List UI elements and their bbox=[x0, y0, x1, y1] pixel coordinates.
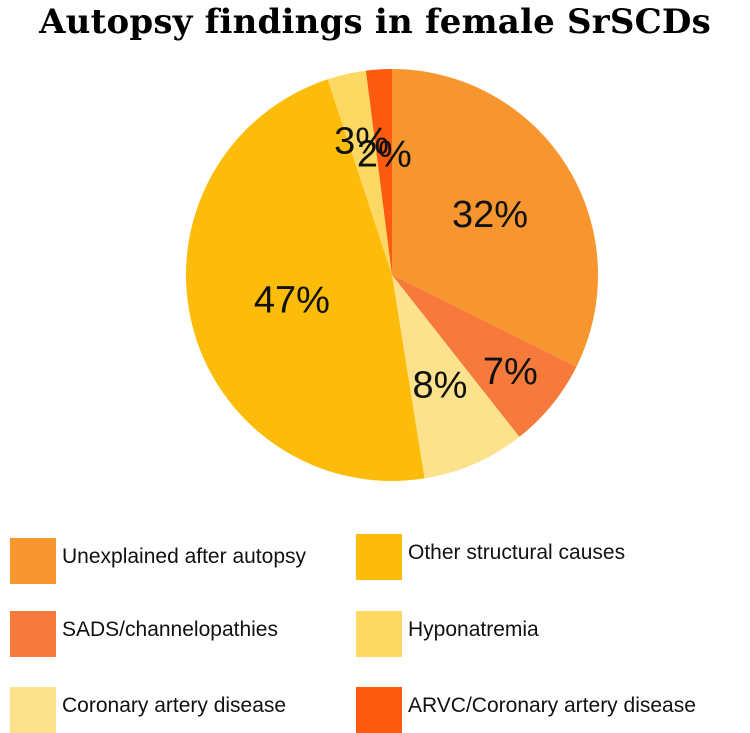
legend-label: Coronary artery disease bbox=[62, 694, 287, 717]
legend-swatch bbox=[10, 538, 56, 584]
pie-slice-unexplained-after-autopsy bbox=[392, 69, 598, 367]
pie-slice-arvc-coronary-artery-disease bbox=[365, 69, 392, 275]
legend-label: Other structural causes bbox=[408, 541, 626, 564]
legend-swatch bbox=[10, 687, 56, 733]
legend-label: Unexplained after autopsy bbox=[62, 545, 306, 568]
legend-swatch bbox=[356, 611, 402, 657]
pie-label: 2% bbox=[357, 134, 412, 176]
pie-label: 47% bbox=[254, 279, 330, 321]
chart-title: Autopsy findings in female SrSCDs bbox=[39, 2, 711, 42]
legend-label: Hyponatremia bbox=[408, 618, 539, 641]
pie-slice-coronary-artery-disease bbox=[392, 275, 520, 479]
legend: Unexplained after autopsy Other structur… bbox=[0, 520, 750, 733]
pie-label: 3% bbox=[334, 120, 389, 162]
legend-swatch bbox=[10, 611, 56, 657]
legend-label: ARVC/Coronary artery disease bbox=[408, 694, 696, 717]
legend-swatch bbox=[356, 534, 402, 580]
pie-label: 32% bbox=[452, 194, 528, 236]
pie-slice-hyponatremia bbox=[327, 70, 392, 275]
pie-slices bbox=[185, 69, 598, 482]
pie-slice-other-structural-causes bbox=[185, 79, 425, 482]
legend-label: SADS/channelopathies bbox=[62, 618, 278, 641]
pie-label: 8% bbox=[412, 364, 467, 406]
pie-label: 7% bbox=[483, 351, 538, 393]
pie-slice-sads-channelopathies bbox=[392, 275, 577, 437]
legend-swatch bbox=[356, 687, 402, 733]
pie-chart: 32% 7% 8% 47% 3%2% bbox=[185, 69, 598, 482]
pie-labels: 32% 7% 8% 47% 3%2% bbox=[254, 120, 538, 406]
